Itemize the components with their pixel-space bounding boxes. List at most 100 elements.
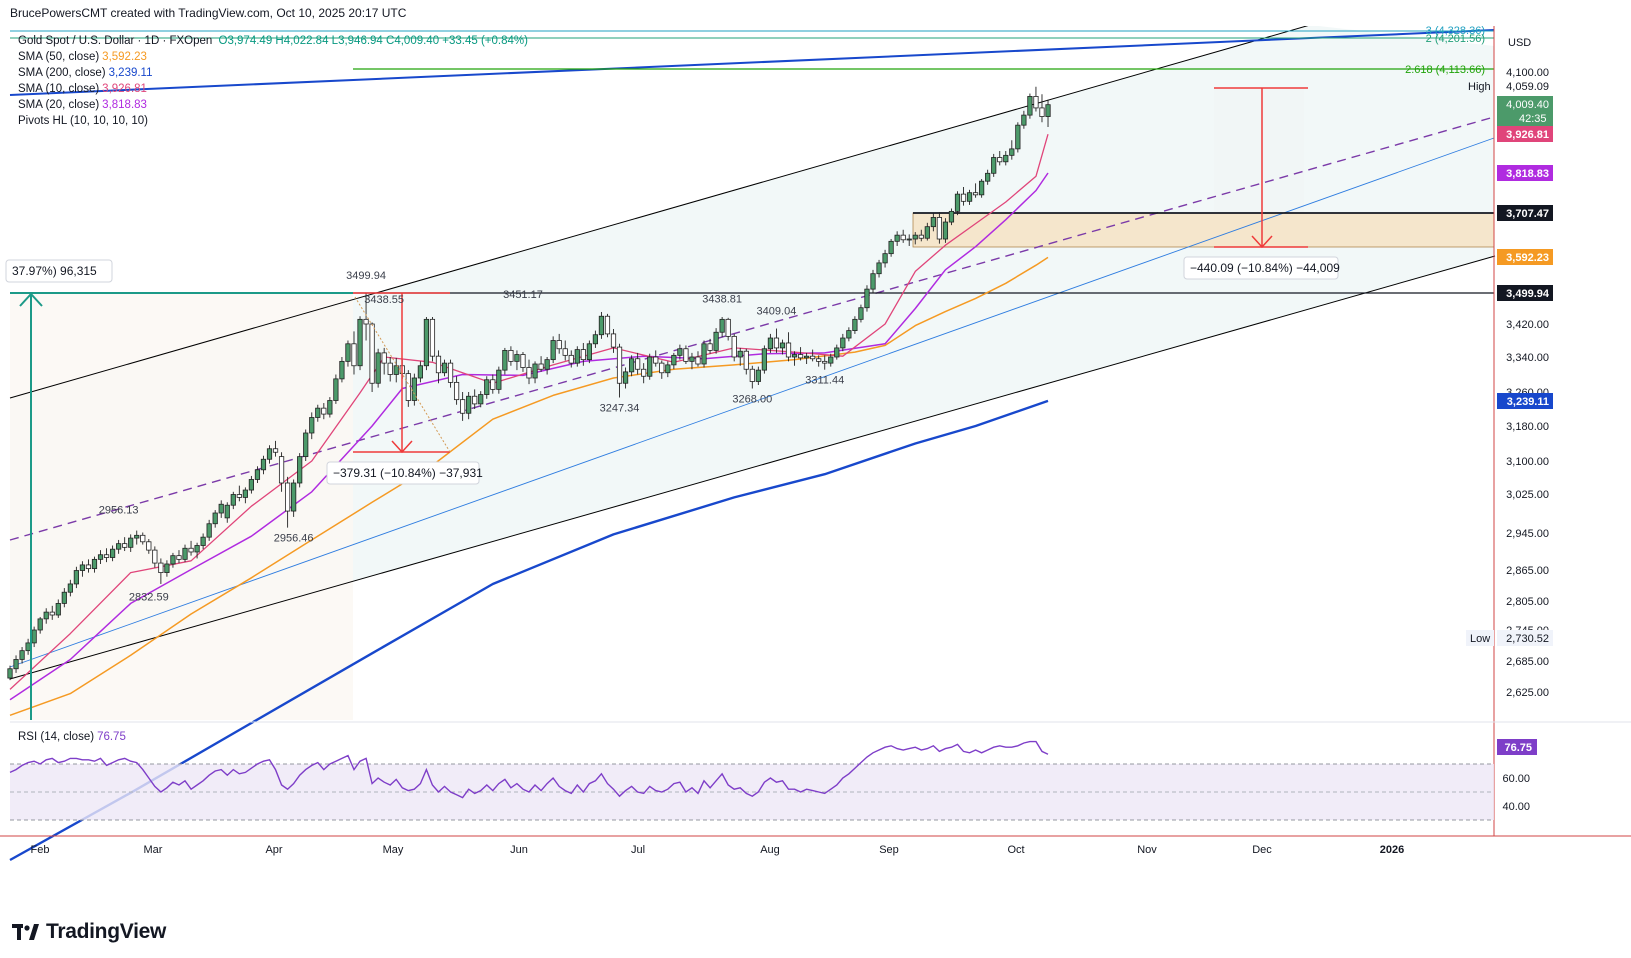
candle-body <box>369 323 375 384</box>
pivot-label: 3247.34 <box>600 402 640 414</box>
candle <box>804 352 810 364</box>
tradingview-logo[interactable]: TradingView <box>12 918 166 946</box>
candle <box>266 445 273 464</box>
candle-body <box>188 547 194 553</box>
candle <box>146 539 152 554</box>
candle <box>791 351 798 366</box>
price-chart[interactable]: 37.97%) 96,315 −379.31 (−10.84%) −37,931 −… <box>0 26 1631 906</box>
candle-body <box>840 337 846 349</box>
candle-body <box>357 318 363 367</box>
candle <box>677 344 683 360</box>
candle <box>985 169 991 185</box>
x-tick-label: Jun <box>510 844 528 856</box>
price-tag-bg <box>1497 285 1553 301</box>
candle <box>212 510 218 528</box>
candle <box>725 317 731 341</box>
candle-body <box>91 558 98 570</box>
candle-body <box>785 342 792 358</box>
candle-body <box>435 355 442 374</box>
candle-body <box>1021 114 1027 126</box>
candle-body <box>701 343 707 365</box>
candle-body <box>1039 107 1045 117</box>
candle <box>1027 93 1033 119</box>
candle-body <box>375 352 381 384</box>
candle <box>285 476 291 528</box>
channel-upper-line <box>9 26 1309 399</box>
candle <box>936 212 942 244</box>
candle <box>592 330 598 348</box>
candle <box>333 374 339 404</box>
candle-body <box>973 192 979 196</box>
candle <box>514 350 520 371</box>
candle-body <box>242 489 248 498</box>
x-tick-label: Dec <box>1252 844 1272 856</box>
candle-body <box>520 354 526 368</box>
candle <box>134 530 140 545</box>
candle-body <box>749 368 755 382</box>
candle-body <box>49 611 55 616</box>
candle <box>1015 122 1021 153</box>
price-tag-value: 3,592.23 <box>1506 252 1549 264</box>
y-tick-label: 3,025.00 <box>1506 489 1549 501</box>
candle-body <box>858 307 864 320</box>
candle <box>260 455 267 475</box>
candle <box>918 229 924 242</box>
candle-body <box>550 340 556 361</box>
tradingview-logo-icon <box>12 922 40 942</box>
sma10-label: SMA (10, close) <box>18 83 100 95</box>
y-tick-label: 3,180.00 <box>1506 421 1549 433</box>
candle-body <box>942 221 949 240</box>
low-label: Low <box>1470 633 1490 645</box>
candle-body <box>170 555 176 565</box>
candle-body <box>629 358 635 373</box>
symbol-line: Gold Spot / U.S. Dollar · 1D · FXOpen <box>18 35 213 47</box>
pivot-label: 3311.44 <box>805 374 844 386</box>
candle-body <box>236 494 242 498</box>
candle <box>900 229 906 243</box>
candle-body <box>586 343 592 361</box>
candle-body <box>1009 148 1015 156</box>
candle <box>236 485 242 502</box>
candle-body <box>297 456 303 484</box>
candle <box>230 491 236 510</box>
candle-body <box>116 543 122 550</box>
fib-2618-label: 2.618 (4,113.66) <box>1405 64 1485 76</box>
candle <box>116 539 122 554</box>
candle <box>882 249 888 268</box>
candle <box>97 550 104 564</box>
rsi-value-tag <box>1497 739 1537 755</box>
candle <box>423 317 430 371</box>
candle <box>248 475 254 494</box>
candle <box>779 339 786 355</box>
candle <box>109 545 116 562</box>
candle <box>973 183 979 198</box>
candle <box>411 373 417 406</box>
candle-body <box>158 562 164 573</box>
rsi-line <box>9 740 1049 799</box>
candle <box>182 544 188 563</box>
candle <box>351 331 357 375</box>
candle-body <box>689 356 695 362</box>
candle-body <box>200 536 206 546</box>
candle-body <box>900 234 906 241</box>
candle-body <box>991 157 997 174</box>
trendline-blue <box>9 29 1495 96</box>
candle-body <box>1027 96 1033 116</box>
candle <box>502 347 508 375</box>
chart-legend: Gold Spot / U.S. Dollar · 1D · FXOpen O3… <box>18 33 528 129</box>
candle <box>73 566 79 589</box>
candle <box>810 349 816 362</box>
candle-body <box>453 381 460 401</box>
x-tick-label: 2026 <box>1380 844 1404 856</box>
y-tick-label: 2,805.00 <box>1506 596 1549 608</box>
candle-body <box>924 226 930 239</box>
candle-body <box>966 192 973 202</box>
candle-body <box>1033 96 1039 109</box>
channel-fill <box>10 26 1494 679</box>
rsi-value: 76.75 <box>97 731 126 743</box>
candle <box>206 519 212 541</box>
candle-body <box>930 217 936 228</box>
price-tag-bg <box>1497 126 1553 142</box>
candle-body <box>888 240 894 255</box>
candle <box>315 404 321 422</box>
